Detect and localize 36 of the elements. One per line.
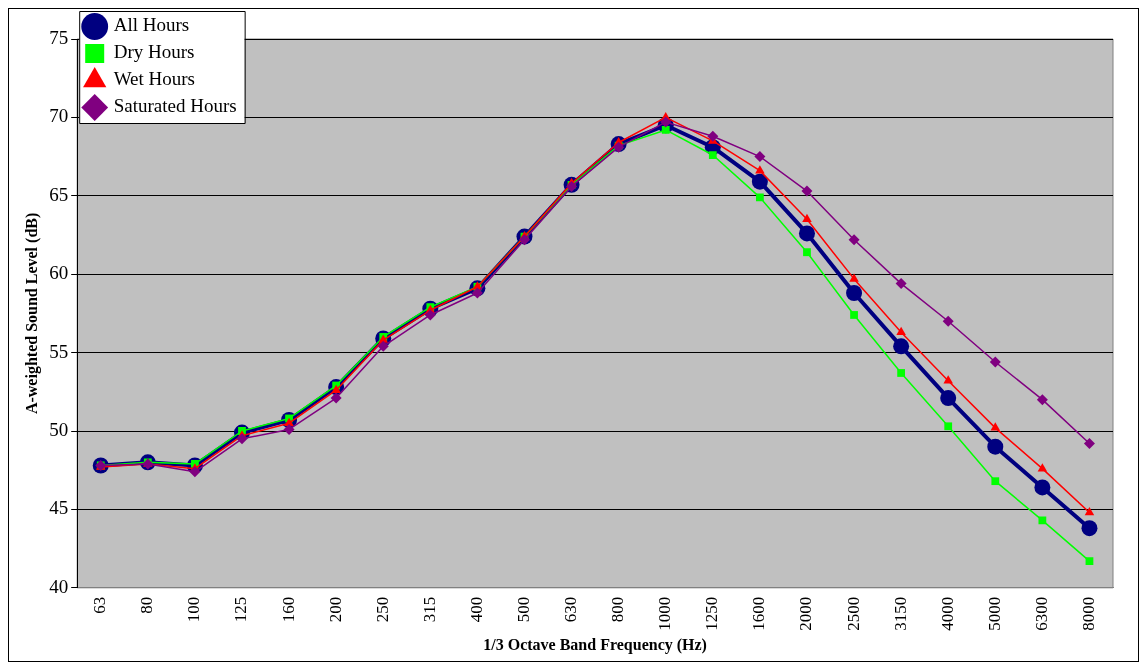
x-tick-label: 250: [372, 596, 392, 623]
x-tick-label: 1250: [702, 596, 722, 631]
y-tick-label: 45: [49, 497, 69, 519]
x-tick-label: 80: [137, 596, 157, 614]
x-tick-label: 6300: [1031, 596, 1051, 631]
legend-label: All Hours: [113, 14, 190, 36]
x-tick-label: 3150: [890, 596, 910, 631]
x-tick-label: 2000: [796, 596, 816, 631]
legend-label: Dry Hours: [113, 41, 195, 63]
y-tick-label: 50: [49, 418, 69, 440]
x-tick-label: 1000: [655, 596, 675, 631]
y-tick-label: 70: [49, 105, 69, 127]
legend-label: Saturated Hours: [113, 95, 237, 117]
x-axis-title: 1/3 Octave Band Frequency (Hz): [483, 635, 707, 654]
x-tick-label: 8000: [1078, 596, 1098, 631]
y-tick-label: 55: [49, 340, 69, 362]
y-tick-label: 60: [49, 262, 69, 284]
x-tick-label: 400: [466, 596, 486, 623]
x-tick-label: 5000: [984, 596, 1004, 631]
x-tick-label: 160: [278, 596, 298, 623]
x-tick-label: 125: [231, 596, 251, 623]
x-tick-label: 63: [90, 596, 110, 614]
y-axis-title: A-weighted Sound Level (dB): [22, 212, 41, 415]
x-tick-label: 100: [184, 596, 204, 623]
y-tick-label: 75: [49, 26, 69, 48]
x-tick-label: 1600: [749, 596, 769, 631]
x-tick-label: 4000: [937, 596, 957, 631]
legend-label: Wet Hours: [113, 68, 196, 90]
x-tick-label: 2500: [843, 596, 863, 631]
y-tick-label: 40: [49, 575, 69, 597]
x-tick-label: 200: [325, 596, 345, 623]
y-tick-label: 65: [49, 183, 69, 205]
x-tick-label: 315: [419, 596, 439, 623]
x-tick-label: 500: [513, 596, 533, 623]
x-tick-label: 630: [561, 596, 581, 623]
x-tick-label: 800: [608, 596, 628, 623]
